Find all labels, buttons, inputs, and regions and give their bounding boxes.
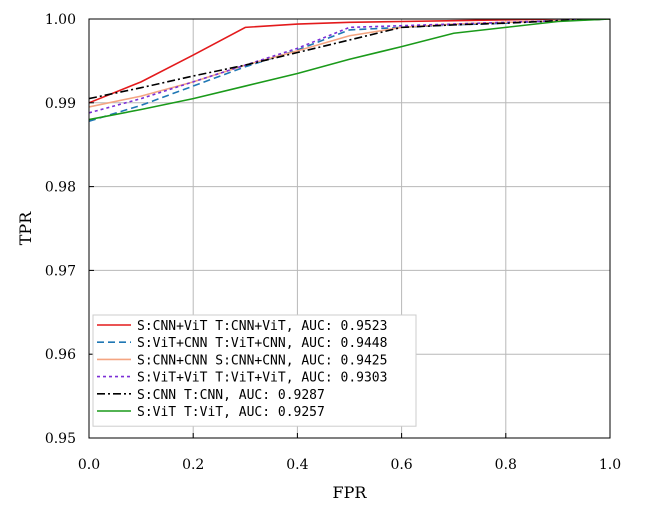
- x-axis-label: FPR: [333, 483, 368, 502]
- axis-ticks: 0.0 0.2 0.4 0.6 0.8 1.0 0.95 0.96 0.97 0.98 0.99 1.…: [45, 12, 621, 473]
- legend-label: S:CNN+ViT T:CNN+ViT, AUC: 0.9523: [137, 319, 387, 334]
- legend-label: S:ViT+ViT T:ViT+ViT, AUC: 0.9303: [137, 371, 387, 386]
- legend-label: S:CNN+CNN S:CNN+CNN, AUC: 0.9425: [137, 353, 387, 368]
- y-tick-label: 0.97: [45, 263, 76, 279]
- series-line-3: [89, 19, 610, 108]
- legend: S:CNN+ViT T:CNN+ViT, AUC: 0.9523 S:ViT+CN…: [92, 314, 417, 427]
- series-line-4: [89, 19, 610, 114]
- x-tick-label: 0.4: [286, 457, 308, 473]
- y-tick-label: 0.99: [45, 96, 76, 112]
- y-tick-label: 1.00: [45, 12, 76, 28]
- y-tick-label: 0.98: [45, 180, 76, 196]
- y-tick-label: 0.95: [45, 431, 76, 447]
- plot-frame: [88, 18, 611, 439]
- legend-label: S:ViT+CNN T:ViT+CNN, AUC: 0.9448: [137, 336, 387, 351]
- x-tick-label: 0.0: [78, 457, 100, 473]
- series-line-1: [89, 19, 610, 104]
- legend-label: S:CNN T:CNN, AUC: 0.9287: [137, 388, 325, 403]
- x-tick-label: 0.6: [390, 457, 412, 473]
- series-line-6: [89, 19, 610, 121]
- series-line-5: [89, 19, 610, 100]
- legend-label: S:ViT T:ViT, AUC: 0.9257: [137, 405, 325, 420]
- y-tick-label: 0.96: [45, 347, 76, 363]
- x-tick-label: 0.2: [182, 457, 204, 473]
- legend-box: [92, 314, 417, 427]
- x-tick-label: 1.0: [599, 457, 621, 473]
- y-axis-label: TPR: [16, 211, 35, 245]
- series-line-2: [89, 19, 610, 123]
- x-tick-label: 0.8: [495, 457, 517, 473]
- series-lines: [89, 19, 610, 123]
